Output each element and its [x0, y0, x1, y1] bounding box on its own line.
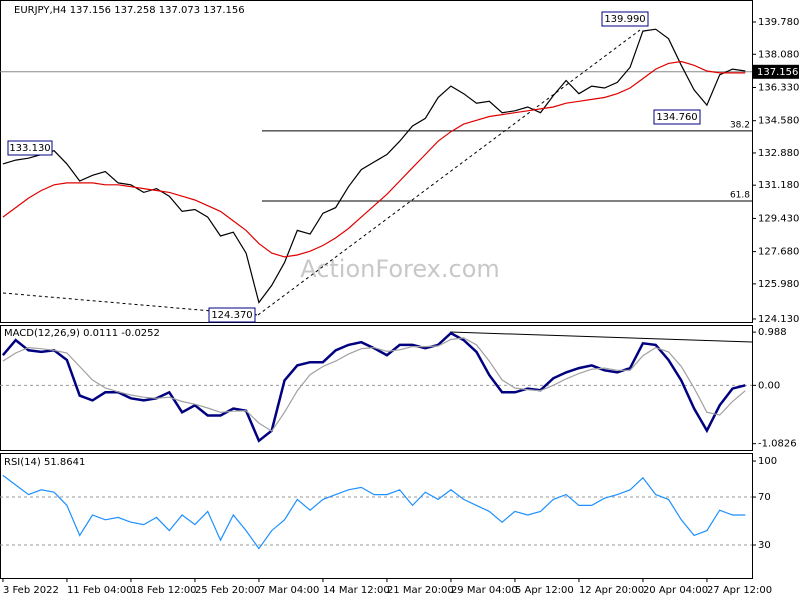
annotation: 124.370: [211, 310, 252, 321]
x-tick-label: 21 Mar 20:00: [387, 585, 454, 596]
chart-title: EURJPY,H4 137.156 137.258 137.073 137.15…: [14, 5, 245, 16]
x-tick-label: 25 Feb 20:00: [195, 585, 261, 596]
annotation-box: [601, 11, 649, 27]
annotation: 134.760: [656, 112, 697, 123]
trend-line: [257, 29, 641, 316]
macd-title: MACD(12,26,9) 0.0111 -0.0252: [4, 328, 160, 339]
x-tick-label: 20 Apr 04:00: [643, 585, 708, 596]
macd-trend-line: [449, 331, 753, 343]
y-tick-label: 129.430: [758, 213, 799, 224]
fib-label: 38.2: [730, 120, 750, 130]
annotation-box: [7, 140, 53, 156]
annotation-box: [208, 307, 256, 323]
watermark: ActionForex.com: [300, 255, 500, 283]
x-tick-label: 27 Apr 12:00: [707, 585, 772, 596]
series-line: [2, 337, 746, 432]
trend-line: [2, 292, 259, 316]
panel-border: [0, 0, 753, 323]
series-line: [2, 60, 746, 258]
panel-border: [0, 453, 753, 579]
rsi-title: RSI(14) 51.8641: [4, 457, 85, 468]
y-tick-label: 136.330: [758, 82, 799, 93]
last-price-label: 137.156: [757, 67, 798, 78]
panel-border: [0, 325, 753, 451]
y-tick-label: 0.988: [758, 327, 787, 338]
y-tick-label: 125.980: [758, 279, 799, 290]
y-tick-label: -1.0826: [758, 439, 797, 450]
last-price-box: [753, 64, 799, 79]
fib-label: 61.8: [730, 190, 750, 200]
y-tick-label: 70: [758, 492, 771, 503]
y-tick-label: 0.00: [758, 380, 780, 391]
y-tick-label: 127.680: [758, 247, 799, 258]
x-tick-label: 12 Apr 20:00: [579, 585, 644, 596]
y-tick-label: 139.780: [758, 17, 799, 28]
annotation: 133.130: [9, 143, 50, 154]
series-line: [2, 28, 746, 304]
y-tick-label: 138.080: [758, 49, 799, 60]
y-tick-label: 131.180: [758, 180, 799, 191]
y-tick-label: 134.580: [758, 116, 799, 127]
x-tick-label: 7 Mar 04:00: [259, 585, 319, 596]
x-tick-label: 3 Feb 2022: [3, 585, 59, 596]
y-tick-label: 100: [758, 456, 777, 467]
annotation-box: [653, 109, 701, 125]
x-tick-label: 29 Mar 04:00: [451, 585, 518, 596]
x-tick-label: 11 Feb 04:00: [67, 585, 133, 596]
annotation: 139.990: [604, 14, 645, 25]
series-line: [2, 474, 746, 550]
y-tick-label: 124.130: [758, 314, 799, 325]
y-tick-label: 30: [758, 540, 771, 551]
x-tick-label: 14 Mar 12:00: [323, 585, 390, 596]
y-tick-label: 132.880: [758, 148, 799, 159]
x-tick-label: 5 Apr 12:00: [515, 585, 574, 596]
x-tick-label: 18 Feb 12:00: [131, 585, 197, 596]
